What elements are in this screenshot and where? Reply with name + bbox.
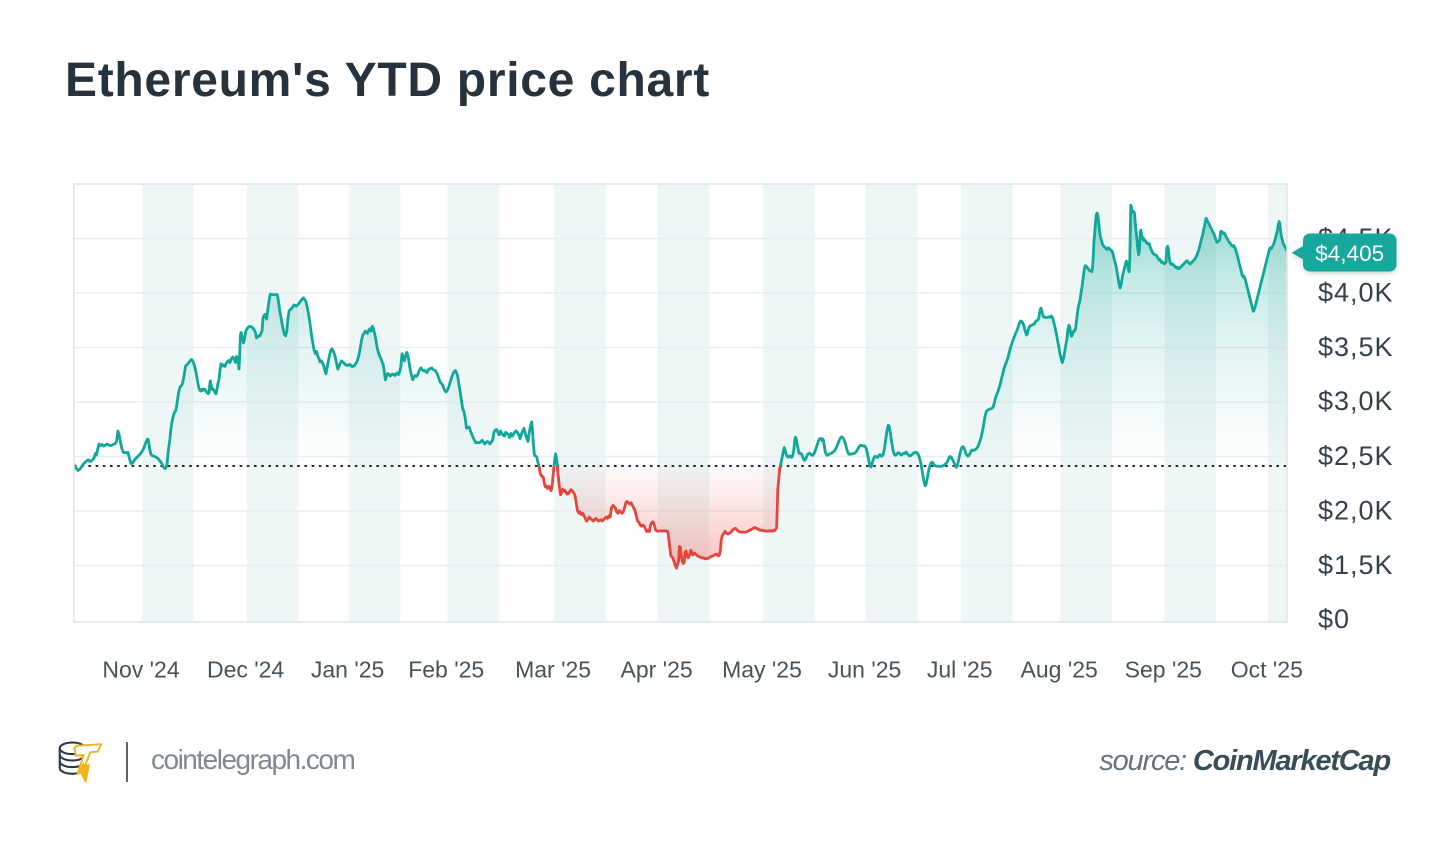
svg-text:Apr '25: Apr '25 [621, 657, 693, 683]
svg-text:Nov '24: Nov '24 [102, 657, 179, 683]
svg-text:Sep '25: Sep '25 [1125, 657, 1202, 683]
svg-text:May '25: May '25 [722, 657, 802, 683]
svg-text:$2,0K: $2,0K [1318, 496, 1394, 526]
svg-text:$3,5K: $3,5K [1318, 332, 1394, 362]
svg-text:$4,0K: $4,0K [1318, 278, 1394, 308]
svg-text:Jul '25: Jul '25 [927, 657, 993, 683]
svg-text:Mar '25: Mar '25 [515, 657, 591, 683]
svg-text:Aug '25: Aug '25 [1021, 657, 1098, 683]
svg-text:$1,5K: $1,5K [1318, 550, 1394, 580]
svg-text:$0: $0 [1318, 604, 1350, 634]
svg-text:Oct '25: Oct '25 [1231, 657, 1303, 683]
svg-text:$4,405: $4,405 [1315, 241, 1384, 266]
svg-text:Feb '25: Feb '25 [408, 657, 484, 683]
svg-text:Jan '25: Jan '25 [311, 657, 384, 683]
svg-text:Jun '25: Jun '25 [828, 657, 901, 683]
svg-text:Dec '24: Dec '24 [207, 657, 284, 683]
svg-text:$3,0K: $3,0K [1318, 386, 1394, 416]
svg-text:$2,5K: $2,5K [1318, 441, 1394, 471]
